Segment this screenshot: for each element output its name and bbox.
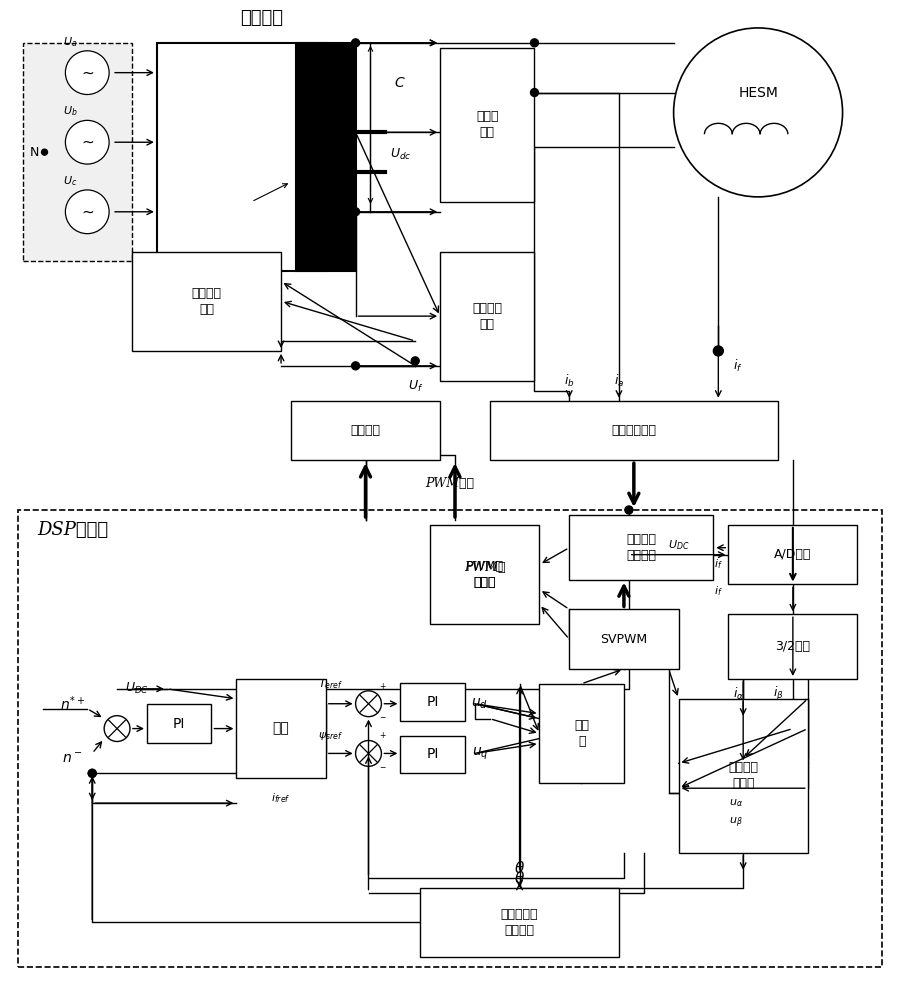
Text: $i_f$: $i_f$ (714, 585, 723, 598)
Circle shape (352, 362, 360, 370)
Text: $i_f$: $i_f$ (734, 358, 743, 374)
Bar (132, 252, 281, 351)
Text: 励磁电流
脉宽调制: 励磁电流 脉宽调制 (626, 533, 656, 562)
Text: $\theta$: $\theta$ (514, 870, 525, 886)
Text: $i_{\alpha}$: $i_{\alpha}$ (733, 686, 743, 702)
Bar (490, 401, 778, 460)
Circle shape (88, 769, 96, 777)
Text: 励磁功率
模块: 励磁功率 模块 (472, 302, 502, 331)
Circle shape (356, 741, 382, 766)
Circle shape (714, 346, 724, 356)
Text: ~: ~ (81, 204, 94, 219)
Text: $^+$: $^+$ (378, 682, 387, 692)
Text: 主功率
模块: 主功率 模块 (476, 110, 499, 139)
Bar (400, 683, 465, 721)
Bar (728, 525, 858, 584)
Bar (539, 684, 624, 783)
Text: $i_b$: $i_b$ (564, 373, 574, 389)
Bar (420, 888, 619, 957)
Text: $u_{\alpha}$: $u_{\alpha}$ (729, 797, 743, 809)
Text: $i_a$: $i_a$ (614, 373, 624, 389)
Text: N: N (30, 146, 40, 159)
Text: $U_{dc}$: $U_{dc}$ (390, 147, 411, 162)
Text: A/D转换: A/D转换 (774, 548, 812, 561)
Circle shape (41, 149, 48, 155)
Text: ~: ~ (81, 65, 94, 80)
Text: $n^-$: $n^-$ (62, 751, 83, 765)
Text: $T_{eref}$: $T_{eref}$ (318, 677, 344, 691)
Circle shape (88, 769, 96, 777)
Bar (291, 401, 440, 460)
Bar (430, 525, 539, 624)
Bar (400, 736, 465, 773)
Text: $U_b$: $U_b$ (63, 105, 77, 118)
Text: SVPWM: SVPWM (600, 633, 647, 646)
Circle shape (530, 39, 538, 47)
Text: $^-$: $^-$ (378, 765, 387, 775)
Circle shape (66, 190, 109, 234)
Circle shape (673, 28, 842, 197)
Text: $i_{\beta}$: $i_{\beta}$ (772, 685, 783, 703)
Text: 算法: 算法 (273, 722, 290, 736)
Circle shape (352, 39, 360, 47)
Text: 转速和初始
位置估计: 转速和初始 位置估计 (500, 908, 538, 937)
Circle shape (104, 716, 130, 742)
Text: PI: PI (173, 717, 185, 731)
Text: $U_a$: $U_a$ (63, 35, 77, 49)
Text: $i_f$: $i_f$ (714, 558, 723, 571)
Circle shape (66, 51, 109, 95)
Circle shape (625, 506, 633, 514)
Text: $i_{fref}$: $i_{fref}$ (271, 791, 291, 805)
Text: DSP控制器: DSP控制器 (38, 521, 109, 539)
Circle shape (356, 691, 382, 717)
Text: HESM: HESM (738, 86, 778, 100)
Text: PWM信
号产生: PWM信 号产生 (464, 561, 506, 589)
Text: $n^{*+}$: $n^{*+}$ (59, 694, 85, 713)
Bar (570, 515, 714, 580)
Bar (440, 48, 535, 202)
Text: $\psi_{sref}$: $\psi_{sref}$ (319, 730, 343, 742)
Bar (440, 252, 535, 381)
Text: $U_{DC}$: $U_{DC}$ (668, 538, 689, 552)
Text: 整流电路: 整流电路 (239, 9, 283, 27)
Text: $^-$: $^-$ (378, 716, 387, 726)
Text: $U_f$: $U_f$ (408, 379, 423, 394)
Bar (570, 609, 679, 669)
Bar (237, 679, 326, 778)
Text: PWM信
号产生: PWM信 号产生 (465, 560, 504, 589)
Text: PI: PI (427, 695, 439, 709)
Text: PWM信号: PWM信号 (426, 477, 474, 490)
Bar (679, 699, 808, 853)
Text: PI: PI (427, 747, 439, 761)
Text: $u_q$: $u_q$ (472, 745, 488, 762)
Bar (18, 510, 882, 967)
Text: 开关
表: 开关 表 (574, 719, 590, 748)
Text: $u_{\beta}$: $u_{\beta}$ (729, 816, 743, 830)
Text: $U_c$: $U_c$ (63, 174, 77, 188)
Circle shape (352, 208, 360, 216)
Text: 转矩和磁
链估计: 转矩和磁 链估计 (728, 761, 758, 790)
Bar (296, 43, 356, 271)
Bar (728, 614, 858, 679)
Text: 驱动电路: 驱动电路 (350, 424, 381, 437)
Text: $C$: $C$ (394, 76, 406, 90)
Circle shape (530, 89, 538, 97)
Circle shape (411, 357, 419, 365)
Text: $U_{DC}$: $U_{DC}$ (125, 681, 148, 696)
Bar (147, 704, 212, 743)
Bar (22, 43, 132, 261)
Text: 电压调理
电路: 电压调理 电路 (192, 287, 221, 316)
Text: 电流调理电路: 电流调理电路 (611, 424, 656, 437)
Bar (157, 43, 326, 271)
Circle shape (66, 120, 109, 164)
Text: ~: ~ (81, 135, 94, 150)
Text: $\theta$: $\theta$ (514, 860, 525, 876)
Text: $u_d$: $u_d$ (472, 697, 489, 711)
Text: $^+$: $^+$ (378, 732, 387, 742)
Text: 3/2转换: 3/2转换 (776, 640, 810, 653)
